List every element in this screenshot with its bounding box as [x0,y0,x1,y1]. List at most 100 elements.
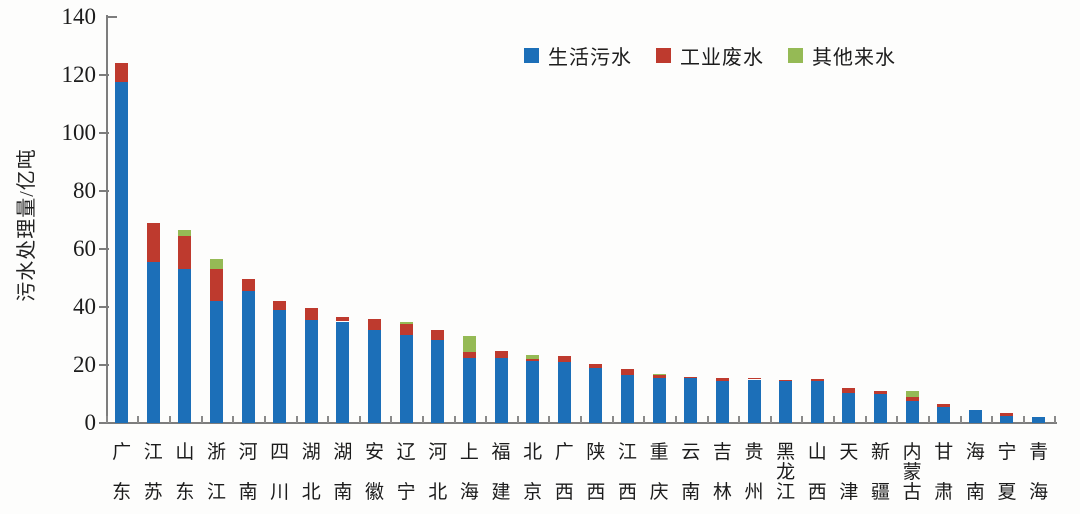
x-axis-label: 江西 [612,443,644,502]
x-axis-label-char: 南 [238,482,258,503]
bar-segment-生活污水 [715,380,729,423]
x-axis-label-char: 州 [744,482,764,503]
bar-segment-生活污水 [304,320,318,423]
y-axis-title: 污水处理量/亿吨 [16,148,38,302]
x-tick-mark [927,416,930,423]
x-axis-label-char: 湖 [301,442,321,463]
bar-segment-工业废水 [431,330,445,341]
x-axis-label-char: 宁 [997,442,1017,463]
legend-item-label: 工业废水 [680,47,764,69]
x-axis-label-char: 北 [301,482,321,503]
x-axis-label-char: 广 [112,442,132,463]
x-axis-label: 宁夏 [991,443,1023,502]
x-tick-mark [295,416,298,423]
y-tick-label: 40 [73,294,96,319]
x-axis-label-char: 肃 [934,482,954,503]
legend-swatch-icon [524,48,539,63]
x-axis-label: 安徽 [359,443,391,502]
bar-segment-工业废水 [937,404,951,408]
x-axis-label: 广东 [106,443,138,502]
legend-item-label: 生活污水 [548,47,632,69]
bar-segment-工业废水 [304,308,318,321]
x-axis-label-char: 西 [618,482,638,503]
x-axis-label: 湖南 [327,443,359,502]
bar-segment-工业废水 [368,318,382,331]
x-tick-mark [1054,416,1057,423]
x-axis-label-char: 江 [618,442,638,463]
x-axis-label-char: 西 [586,482,606,503]
x-axis-label-char: 蒙 [902,462,922,483]
x-axis-label-char: 湖 [333,442,353,463]
bar-segment-生活污水 [621,375,635,423]
x-axis-label-char: 徽 [365,482,385,503]
bar-segment-生活污水 [810,380,824,423]
x-axis-label-char: 苏 [143,482,163,503]
x-axis-label-char: 建 [491,482,511,503]
x-axis-label-char: 江 [776,482,796,503]
x-axis-label: 四川 [264,443,296,502]
y-tick-label: 0 [84,410,97,435]
bar-segment-生活污水 [146,262,160,423]
bar-segment-工业废水 [241,279,255,292]
bar-segment-工业废水 [684,376,698,379]
y-tick-mark [99,422,109,424]
bar-segment-工业废水 [905,396,919,402]
x-axis-label: 山东 [169,443,201,502]
x-tick-mark [390,416,393,423]
x-axis-label-char: 云 [681,442,701,463]
x-axis-label-char: 辽 [396,442,416,463]
bar-segment-工业废水 [115,63,129,83]
x-tick-mark [738,416,741,423]
x-tick-mark [516,416,519,423]
bar-segment-生活污水 [115,82,129,423]
x-axis-label-char: 新 [870,442,890,463]
x-axis-label: 内蒙古 [896,443,928,502]
x-tick-mark [105,416,108,423]
bar-segment-生活污水 [968,409,982,423]
bar-segment-工业废水 [873,391,887,394]
x-axis-label-char: 南 [333,482,353,503]
x-axis-label-char: 夏 [997,482,1017,503]
x-axis-label-char: 安 [365,442,385,463]
x-axis-label-char: 海 [1029,482,1049,503]
x-axis-label-char: 黑 [776,442,796,463]
x-axis-label-char: 龙 [776,462,796,483]
y-tick-label: 80 [73,178,96,203]
x-axis-label-char: 古 [902,482,922,503]
x-axis-label-char: 京 [523,482,543,503]
x-axis-label: 青海 [1023,443,1055,502]
x-tick-mark [833,416,836,423]
y-tick-mark [99,74,109,76]
x-axis-label-char: 江 [143,442,163,463]
x-axis-label: 重庆 [643,443,675,502]
x-axis-label-char: 西 [554,482,574,503]
x-axis-label: 山西 [801,443,833,502]
x-axis-label: 福建 [485,443,517,502]
x-tick-mark [643,416,646,423]
x-axis-label: 湖北 [296,443,328,502]
y-tick-label: 120 [61,62,97,87]
bar-segment-其他来水 [462,336,476,352]
bar-segment-工业废水 [1000,412,1014,416]
x-axis-label-char: 东 [175,482,195,503]
x-tick-mark [137,416,140,423]
bar-segment-其他来水 [178,230,192,236]
x-axis-label: 江苏 [137,443,169,502]
x-axis-label-char: 津 [839,482,859,503]
x-axis-label-char: 庆 [649,482,669,503]
y-tick-label: 60 [73,236,96,261]
bar-segment-生活污水 [842,392,856,423]
bar-segment-生活污水 [652,378,666,423]
x-axis-label-char: 山 [175,442,195,463]
bar-segment-生活污水 [178,269,192,423]
legend-swatch-icon [656,48,671,63]
bar-segment-工业废水 [273,301,287,310]
bar-segment-生活污水 [1000,415,1014,423]
x-axis-label-char: 河 [428,442,448,463]
bar-segment-工业废水 [209,269,223,302]
x-axis-label: 河南 [232,443,264,502]
bar-segment-工业废水 [621,369,635,376]
bar-segment-生活污水 [557,362,571,423]
bar-segment-工业废水 [589,363,603,368]
